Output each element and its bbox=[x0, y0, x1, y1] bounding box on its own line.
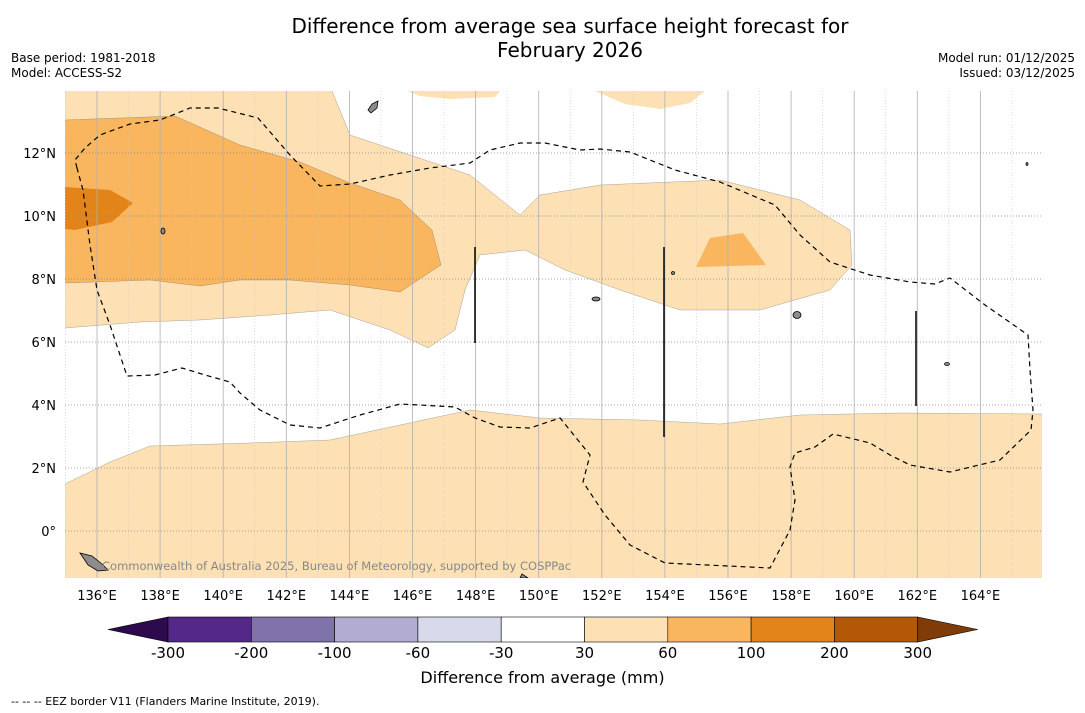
issued-date: Issued: 03/12/2025 bbox=[959, 66, 1075, 80]
title-line-1: Difference from average sea surface heig… bbox=[291, 14, 849, 38]
lon-tick-label: 144°E bbox=[330, 589, 370, 604]
vertical-border-segments bbox=[474, 247, 917, 437]
longitude-labels: 136°E 138°E 140°E 142°E 144°E 146°E 148°E 150°E… bbox=[77, 589, 1000, 604]
lat-tick-label: 10°N bbox=[23, 210, 56, 225]
anomaly-fill-60-100 bbox=[65, 116, 766, 292]
lon-tick-label: 136°E bbox=[77, 589, 117, 604]
colorbar-segment bbox=[334, 616, 419, 643]
colorbar-label: Difference from average (mm) bbox=[420, 668, 665, 687]
graticule bbox=[65, 91, 1042, 578]
lat-tick-label: 4°N bbox=[32, 399, 57, 414]
title-line-2: February 2026 bbox=[497, 38, 643, 62]
colorbar-tick-label: 60 bbox=[658, 644, 677, 662]
model-run: Model run: 01/12/2025 bbox=[937, 51, 1075, 65]
colorbar-tick-label: 200 bbox=[820, 644, 849, 662]
lon-tick-label: 164°E bbox=[961, 589, 1001, 604]
colorbar: -300 -200 -100 -60 -30 30 60 100 200 300 bbox=[107, 616, 978, 662]
run-info: Model run: 01/12/2025 Issued: 03/12/2025 bbox=[938, 51, 1075, 81]
lat-tick-label: 8°N bbox=[32, 273, 57, 288]
colorbar-segment bbox=[834, 616, 919, 643]
lat-tick-label: 12°N bbox=[23, 147, 56, 162]
map-plot-area: Commonwealth of Australia 2025, Bureau o… bbox=[65, 91, 1042, 578]
colorbar-tick-label: -200 bbox=[234, 644, 268, 662]
base-period: Base period: 1981-2018 bbox=[11, 51, 156, 65]
lat-tick-label: 2°N bbox=[32, 462, 57, 477]
colorbar-segment bbox=[167, 616, 252, 643]
chart-title: Difference from average sea surface heig… bbox=[0, 14, 1085, 62]
model-name: Model: ACCESS-S2 bbox=[11, 66, 123, 80]
colorbar-segment bbox=[500, 616, 585, 643]
colorbar-tick-label: -100 bbox=[318, 644, 352, 662]
lon-tick-label: 162°E bbox=[898, 589, 938, 604]
lon-tick-label: 156°E bbox=[708, 589, 748, 604]
lon-tick-label: 142°E bbox=[267, 589, 307, 604]
islands bbox=[79, 100, 1029, 578]
colorbar-segment bbox=[667, 616, 752, 643]
eez-borders bbox=[74, 107, 1034, 569]
latitude-labels: 12°N 10°N 8°N 6°N 4°N 2°N 0° bbox=[23, 147, 56, 540]
colorbar-extend-high bbox=[917, 616, 978, 643]
lon-tick-label: 150°E bbox=[519, 589, 559, 604]
lat-tick-label: 6°N bbox=[32, 336, 57, 351]
lon-tick-label: 148°E bbox=[456, 589, 496, 604]
colorbar-tick-label: -30 bbox=[489, 644, 514, 662]
colorbar-tick-label: 30 bbox=[575, 644, 594, 662]
anomaly-fill-100-200 bbox=[65, 187, 133, 230]
colorbar-segment bbox=[750, 616, 835, 643]
lon-tick-label: 140°E bbox=[203, 589, 243, 604]
contour-lines bbox=[65, 91, 1042, 485]
colorbar-tick-label: -300 bbox=[151, 644, 185, 662]
lon-tick-label: 154°E bbox=[645, 589, 685, 604]
copyright-credit: Commonwealth of Australia 2025, Bureau o… bbox=[102, 559, 571, 573]
colorbar-extend-low bbox=[107, 616, 169, 643]
lat-tick-label: 0° bbox=[41, 525, 56, 540]
colorbar-tick-label: 100 bbox=[737, 644, 766, 662]
eez-border-note: -- -- -- EEZ border V11 (Flanders Marine… bbox=[11, 695, 320, 708]
colorbar-segment bbox=[584, 616, 669, 643]
colorbar-tick-label: -60 bbox=[406, 644, 431, 662]
colorbar-segment bbox=[417, 616, 502, 643]
lon-tick-label: 152°E bbox=[582, 589, 622, 604]
colorbar-tick-label: 300 bbox=[903, 644, 932, 662]
lon-tick-label: 160°E bbox=[834, 589, 874, 604]
lon-tick-label: 158°E bbox=[771, 589, 811, 604]
colorbar-segment bbox=[251, 616, 335, 643]
lon-tick-label: 138°E bbox=[140, 589, 180, 604]
model-info: Base period: 1981-2018 Model: ACCESS-S2 bbox=[11, 51, 156, 81]
lon-tick-label: 146°E bbox=[393, 589, 433, 604]
